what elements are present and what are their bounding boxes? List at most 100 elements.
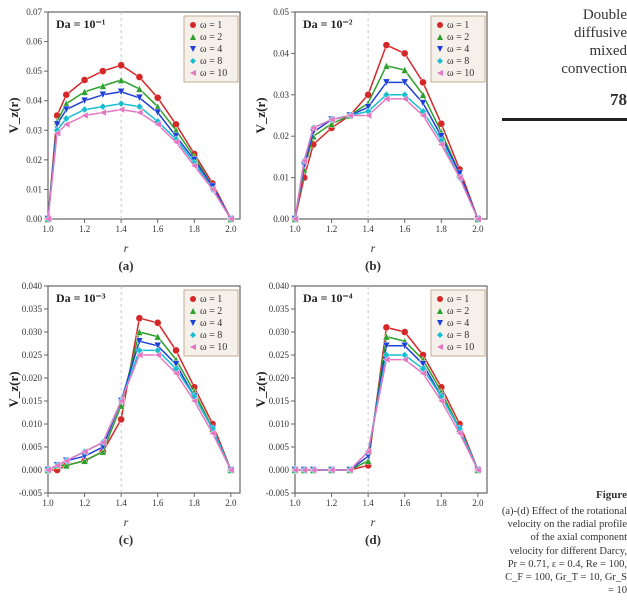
svg-text:1.6: 1.6 [152, 498, 164, 508]
svg-text:1.2: 1.2 [79, 224, 90, 234]
svg-text:1.0: 1.0 [42, 224, 54, 234]
svg-text:V_z(r): V_z(r) [253, 97, 268, 133]
section-title-line: mixed [502, 42, 627, 60]
svg-text:1.0: 1.0 [289, 498, 301, 508]
svg-text:-0.005: -0.005 [19, 488, 43, 498]
svg-text:0.010: 0.010 [22, 419, 43, 429]
svg-text:ω = 1: ω = 1 [200, 294, 222, 305]
svg-text:1.2: 1.2 [326, 224, 337, 234]
svg-text:1.8: 1.8 [189, 224, 201, 234]
svg-text:ω = 4: ω = 4 [447, 44, 469, 55]
svg-text:1.2: 1.2 [326, 498, 337, 508]
svg-text:0.03: 0.03 [26, 125, 42, 135]
svg-text:2.0: 2.0 [472, 498, 484, 508]
panel-c: 1.01.21.41.61.82.0-0.0050.0000.0050.0100… [6, 280, 246, 548]
svg-text:ω = 10: ω = 10 [200, 342, 227, 353]
section-title-line: diffusive [502, 24, 627, 42]
svg-text:1.2: 1.2 [79, 498, 90, 508]
svg-text:ω = 2: ω = 2 [447, 32, 469, 43]
svg-text:0.00: 0.00 [26, 214, 42, 224]
svg-text:0.035: 0.035 [269, 304, 290, 314]
svg-text:1.6: 1.6 [399, 224, 411, 234]
svg-text:ω = 4: ω = 4 [447, 318, 469, 329]
svg-text:0.020: 0.020 [22, 373, 43, 383]
panel-label-a: (a) [6, 258, 246, 274]
svg-text:ω = 2: ω = 2 [200, 306, 222, 317]
svg-text:Da = 10⁻³: Da = 10⁻³ [56, 291, 106, 305]
svg-text:1.6: 1.6 [152, 224, 164, 234]
svg-text:ω = 8: ω = 8 [200, 330, 222, 341]
panel-label-d: (d) [253, 532, 493, 548]
svg-text:ω = 8: ω = 8 [447, 56, 469, 67]
svg-text:ω = 1: ω = 1 [200, 20, 222, 31]
svg-text:ω = 2: ω = 2 [200, 32, 222, 43]
svg-text:Da = 10⁻²: Da = 10⁻² [303, 17, 353, 31]
svg-text:1.8: 1.8 [189, 498, 201, 508]
svg-text:2.0: 2.0 [472, 224, 484, 234]
x-axis-label: r [253, 241, 493, 256]
svg-text:0.01: 0.01 [26, 184, 42, 194]
svg-text:0.00: 0.00 [273, 214, 289, 224]
svg-text:1.8: 1.8 [436, 224, 448, 234]
svg-text:ω = 4: ω = 4 [200, 44, 222, 55]
svg-text:0.025: 0.025 [22, 350, 43, 360]
svg-text:0.015: 0.015 [269, 396, 290, 406]
panel-label-b: (b) [253, 258, 493, 274]
svg-text:ω = 1: ω = 1 [447, 20, 469, 31]
svg-text:2.0: 2.0 [225, 224, 237, 234]
svg-text:0.05: 0.05 [26, 66, 42, 76]
svg-text:0.015: 0.015 [22, 396, 43, 406]
panel-b: 1.0 1.2 1.4 1.6 1.8 2.0 0.00 0.01 0.02 0.03 0.04 0.… [253, 6, 493, 274]
svg-text:1.4: 1.4 [116, 498, 128, 508]
svg-text:1.4: 1.4 [116, 224, 128, 234]
svg-text:0.005: 0.005 [269, 442, 290, 452]
svg-text:0.020: 0.020 [269, 373, 290, 383]
svg-text:Da = 10⁻¹: Da = 10⁻¹ [56, 17, 106, 31]
section-title-line: Double [502, 6, 627, 24]
svg-text:1.4: 1.4 [363, 498, 375, 508]
svg-text:0.02: 0.02 [26, 155, 42, 165]
svg-text:ω = 8: ω = 8 [447, 330, 469, 341]
svg-text:ω = 1: ω = 1 [447, 294, 469, 305]
section-title-line: convection [502, 60, 627, 78]
panel-label-c: (c) [6, 532, 246, 548]
svg-text:ω = 8: ω = 8 [200, 56, 222, 67]
svg-text:0.010: 0.010 [269, 419, 290, 429]
svg-text:1.8: 1.8 [436, 498, 448, 508]
svg-text:0.06: 0.06 [26, 37, 42, 47]
divider-bar [502, 118, 627, 121]
svg-text:1.4: 1.4 [363, 224, 375, 234]
svg-text:0.07: 0.07 [26, 7, 42, 17]
svg-text:0.03: 0.03 [273, 90, 289, 100]
svg-text:0.05: 0.05 [273, 7, 289, 17]
figure-caption: Figure (a)-(d) Effect of the rotational … [500, 489, 627, 597]
svg-text:0.035: 0.035 [22, 304, 43, 314]
svg-text:0.025: 0.025 [269, 350, 290, 360]
svg-text:ω = 10: ω = 10 [200, 68, 227, 79]
caption-head: Figure [500, 489, 627, 503]
svg-text:0.040: 0.040 [269, 281, 290, 291]
svg-text:2.0: 2.0 [225, 498, 237, 508]
svg-text:0.005: 0.005 [22, 442, 43, 452]
svg-text:0.04: 0.04 [273, 48, 289, 58]
panel-d: 1.01.21.41.61.82.0-0.0050.0000.0050.0100… [253, 280, 493, 548]
svg-text:V_z(r): V_z(r) [6, 371, 21, 407]
svg-text:V_z(r): V_z(r) [6, 97, 21, 133]
svg-text:1.0: 1.0 [289, 224, 301, 234]
x-axis-label: r [253, 515, 493, 530]
svg-text:0.000: 0.000 [22, 465, 43, 475]
svg-text:0.04: 0.04 [26, 96, 42, 106]
right-column: Doublediffusivemixedconvection 78 Figure… [498, 0, 627, 607]
page-number: 78 [498, 84, 627, 118]
section-title: Doublediffusivemixedconvection [498, 0, 627, 84]
svg-text:ω = 2: ω = 2 [447, 306, 469, 317]
x-axis-label: r [6, 241, 246, 256]
svg-text:0.02: 0.02 [273, 131, 289, 141]
x-axis-label: r [6, 515, 246, 530]
caption-body: (a)-(d) Effect of the rotational velocit… [502, 506, 627, 596]
svg-text:0.030: 0.030 [269, 327, 290, 337]
svg-text:0.01: 0.01 [273, 173, 289, 183]
svg-text:V_z(r): V_z(r) [253, 371, 268, 407]
svg-text:1.6: 1.6 [399, 498, 411, 508]
svg-text:ω = 10: ω = 10 [447, 68, 474, 79]
